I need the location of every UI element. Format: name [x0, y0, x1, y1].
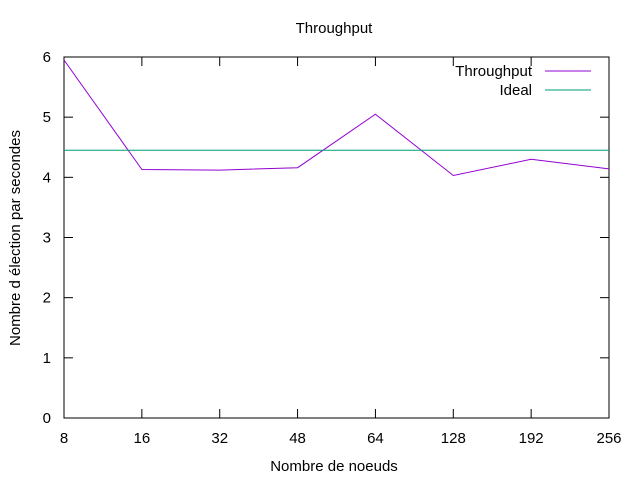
legend-label-ideal: Ideal	[499, 82, 532, 99]
y-tick-label: 4	[43, 169, 51, 186]
y-tick-label: 3	[43, 230, 51, 247]
chart-title: Throughput	[296, 20, 374, 37]
x-axis-label: Nombre de noeuds	[270, 458, 398, 475]
x-tick-label: 32	[211, 430, 228, 447]
legend-label-throughput: Throughput	[455, 63, 533, 80]
y-axis-ticks: 0 1 2 3 4 5 6	[43, 49, 609, 427]
x-tick-label: 64	[367, 430, 384, 447]
plot-area-border	[63, 56, 610, 419]
series-line-throughput	[63, 59, 610, 177]
x-tick-label: 192	[519, 430, 544, 447]
legend: Throughput Ideal	[455, 63, 591, 99]
y-tick-label: 0	[43, 410, 51, 427]
y-axis-label: Nombre d élection par secondes	[7, 130, 24, 346]
y-tick-label: 2	[43, 290, 51, 307]
y-tick-label: 6	[43, 49, 51, 66]
x-tick-label: 8	[60, 430, 68, 447]
x-tick-label: 16	[134, 430, 151, 447]
x-tick-label: 256	[596, 430, 621, 447]
y-tick-label: 1	[43, 350, 51, 367]
x-tick-label: 128	[441, 430, 466, 447]
x-axis-ticks: 8 16 32 48 64 128 192 256	[60, 57, 622, 447]
series-lines	[63, 59, 610, 177]
x-tick-label: 48	[289, 430, 306, 447]
y-tick-label: 5	[43, 109, 51, 126]
plot-frame	[63, 56, 610, 419]
